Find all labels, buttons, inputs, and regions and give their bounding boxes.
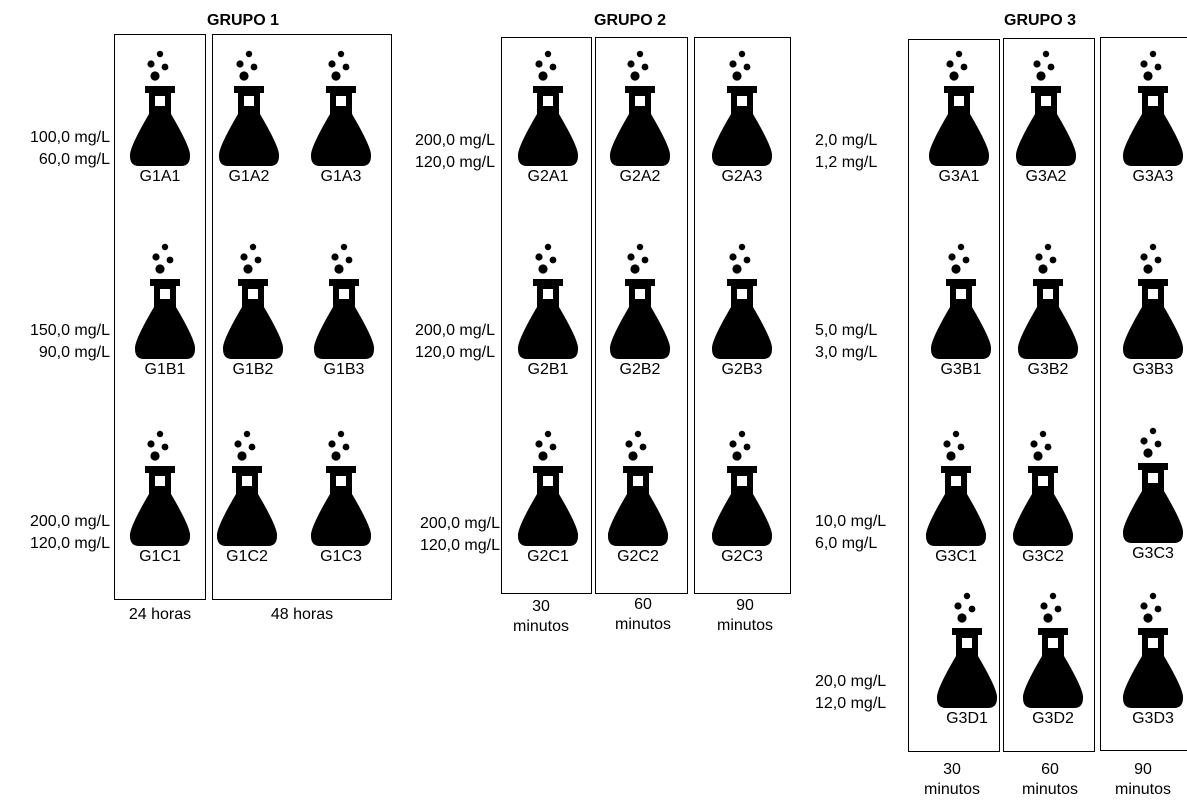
- flask-label: G1A1: [139, 168, 181, 185]
- group-3-time-3: 90 minutos: [1114, 761, 1172, 798]
- flask-label: G3A3: [1132, 168, 1174, 185]
- flask-icon: G1C2: [216, 428, 278, 565]
- group-1-col23-box: [212, 34, 392, 600]
- flask-label: G2C1: [527, 548, 569, 565]
- group-2-col3-box: [694, 37, 791, 594]
- flask-icon: G3B1: [930, 241, 992, 378]
- flask-icon: G3A3: [1122, 48, 1184, 185]
- flask-icon: G1A3: [310, 48, 372, 185]
- group-2-time-1: 30 minutos: [512, 598, 570, 635]
- flask-icon: G3C1: [925, 428, 987, 565]
- flask-icon: G3C3: [1122, 425, 1184, 562]
- group-2-time-2: 60 minutos: [614, 596, 672, 633]
- group-3-title: GRUPO 3: [1004, 12, 1077, 29]
- group-3-row-c-concentration: 10,0 mg/L 6,0 mg/L: [815, 513, 887, 552]
- flask-label: G3B2: [1027, 361, 1069, 378]
- group-3-time-1: 30 minutos: [923, 761, 981, 798]
- flask-label: G3C3: [1132, 545, 1174, 562]
- group-2-col1-box: [501, 37, 592, 594]
- group-2-title: GRUPO 2: [594, 12, 667, 29]
- group-2-row-c-concentration: 200,0 mg/L 120,0 mg/L: [419, 515, 500, 554]
- group-1-row-c-concentration: 200,0 mg/L 120,0 mg/L: [29, 513, 110, 552]
- group-1-time-2: 48 horas: [270, 606, 334, 623]
- group-2-col2-box: [595, 37, 688, 594]
- group-1-time-1: 24 horas: [128, 606, 192, 623]
- group-3-col3-box: [1100, 37, 1187, 751]
- flask-icon: G3B3: [1122, 241, 1184, 378]
- group-3-row-b-concentration: 5,0 mg/L 3,0 mg/L: [815, 322, 878, 361]
- flask-icon: G3A1: [928, 48, 990, 185]
- flask-label: G2B1: [527, 361, 569, 378]
- flask-icon: G2C3: [711, 428, 773, 565]
- flask-icon: G2A3: [711, 48, 773, 185]
- flask-label: G3C1: [935, 548, 977, 565]
- flask-label: G1A2: [228, 168, 270, 185]
- flask-icon: G2B3: [711, 241, 773, 378]
- flask-label: G2A2: [619, 168, 661, 185]
- flask-label: G3D2: [1032, 710, 1074, 727]
- group-3-col2-box: [1003, 38, 1095, 752]
- flask-label: G1B1: [144, 361, 186, 378]
- flask-label: G2A1: [527, 168, 569, 185]
- flask-icon: G2C1: [517, 428, 579, 565]
- flask-icon: G3C2: [1012, 428, 1074, 565]
- flask-icon: G1A1: [129, 48, 191, 185]
- flask-icon: G1C3: [310, 428, 372, 565]
- group-2-time-3: 90 minutos: [716, 597, 774, 634]
- group-1-row-a-concentration: 100,0 mg/L 60,0 mg/L: [29, 129, 110, 168]
- flask-icon: G2B1: [517, 241, 579, 378]
- flask-icon: G1B3: [313, 241, 375, 378]
- flask-label: G2B3: [721, 361, 763, 378]
- flask-label: G1C3: [320, 548, 362, 565]
- group-1-row-b-concentration: 150,0 mg/L 90,0 mg/L: [29, 322, 110, 361]
- group-3-row-a-concentration: 2,0 mg/L 1,2 mg/L: [815, 132, 878, 171]
- flask-label: G3A2: [1025, 168, 1067, 185]
- flask-icon: G1C1: [129, 428, 191, 565]
- group-1-col1-box: [114, 34, 206, 600]
- flask-icon: G1A2: [218, 48, 280, 185]
- flask-label: G2C3: [721, 548, 763, 565]
- group-1-title: GRUPO 1: [207, 12, 280, 29]
- flask-label: G1B3: [323, 361, 365, 378]
- flask-icon: G1B1: [134, 241, 196, 378]
- flask-icon: G3B2: [1017, 241, 1079, 378]
- flask-label: G2B2: [619, 361, 661, 378]
- flask-label: G1A3: [320, 168, 362, 185]
- group-3-row-d-concentration: 20,0 mg/L 12,0 mg/L: [815, 673, 887, 712]
- group-2-row-a-concentration: 200,0 mg/L 120,0 mg/L: [414, 132, 495, 171]
- flask-icon: G3D1: [936, 590, 998, 727]
- flask-label: G2C2: [617, 548, 659, 565]
- flask-label: G3D1: [946, 710, 988, 727]
- flask-icon: G2C2: [607, 428, 669, 565]
- group-2-row-b-concentration: 200,0 mg/L 120,0 mg/L: [414, 322, 495, 361]
- flask-label: G1C2: [226, 548, 268, 565]
- flask-label: G3B1: [940, 361, 982, 378]
- flask-label: G2A3: [721, 168, 763, 185]
- flask-label: G3B3: [1132, 361, 1174, 378]
- flask-icon: G2B2: [609, 241, 671, 378]
- flask-icon: G2A2: [609, 48, 671, 185]
- flask-label: G3A1: [938, 168, 980, 185]
- flask-icon: G2A1: [517, 48, 579, 185]
- flask-label: G3C2: [1022, 548, 1064, 565]
- group-3-time-2: 60 minutos: [1021, 761, 1079, 798]
- flask-icon: G3A2: [1015, 48, 1077, 185]
- flask-icon: G3D2: [1022, 590, 1084, 727]
- flask-icon: G1B2: [222, 241, 284, 378]
- group-3-col1-box: [908, 39, 1000, 752]
- flask-label: G1B2: [232, 361, 274, 378]
- flask-label: G3D3: [1132, 710, 1174, 727]
- flask-label: G1C1: [139, 548, 181, 565]
- flask-icon: G3D3: [1122, 590, 1184, 727]
